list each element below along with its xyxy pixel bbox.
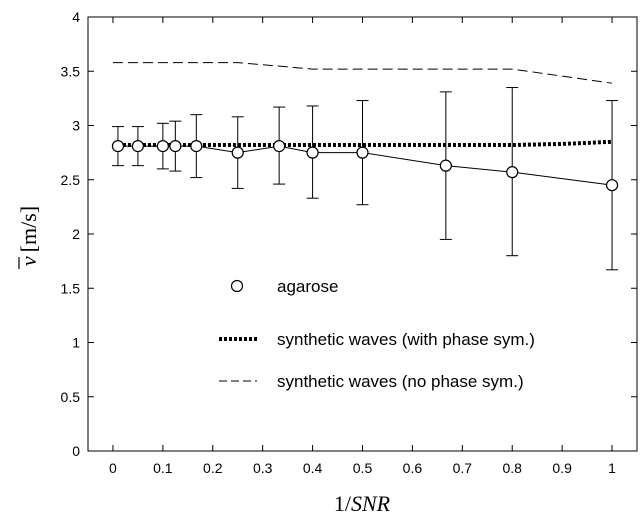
- x-tick-label: 0.7: [453, 460, 473, 476]
- y-tick-label: 2: [72, 226, 80, 242]
- y-tick-label: 1.5: [61, 280, 81, 296]
- legend-label-with-phase-sym: synthetic waves (with phase sym.): [277, 330, 535, 349]
- series-line-no-phase-sym: [112, 62, 613, 84]
- data-point-agarose: [231, 146, 244, 159]
- data-point-agarose: [169, 140, 182, 153]
- data-point-agarose: [273, 140, 286, 153]
- x-tick-label: 0.2: [203, 460, 223, 476]
- series-line-with-phase-sym: [112, 139, 613, 148]
- x-tick-label: 0.4: [303, 460, 323, 476]
- y-tick-label: 2.5: [61, 172, 81, 188]
- data-point-agarose: [356, 146, 369, 159]
- y-tick-label: 4: [72, 9, 80, 25]
- x-axis: 0 0.1 0.2 0.3 0.4 0.5 0.6 0.7 0.8 0.9 1: [109, 17, 616, 476]
- x-axis-title-italic: SNR: [351, 491, 391, 516]
- x-tick-label: 0: [109, 460, 117, 476]
- legend-label-no-phase-sym: synthetic waves (no phase sym.): [277, 372, 524, 391]
- legend-label-agarose: agarose: [277, 277, 338, 296]
- y-axis: 0 0.5 1 1.5 2 2.5 3 3.5 4: [61, 9, 637, 459]
- series-layer: [111, 62, 619, 271]
- legend-marker-agarose: [230, 279, 244, 293]
- x-tick-label: 0.9: [552, 460, 572, 476]
- data-point-agarose: [605, 179, 619, 192]
- data-point-agarose: [190, 140, 203, 153]
- y-tick-label: 3: [72, 118, 80, 134]
- x-tick-label: 1: [608, 460, 616, 476]
- svg-text:v[m/s]: v [m/s]: [16, 206, 41, 266]
- x-tick-label: 0.6: [403, 460, 423, 476]
- data-point-agarose: [306, 146, 319, 159]
- data-point-agarose: [156, 140, 169, 153]
- x-tick-label: 0.3: [253, 460, 273, 476]
- legend: agarose synthetic waves (with phase sym.…: [219, 277, 535, 391]
- y-tick-label: 0.5: [61, 389, 81, 405]
- data-point-agarose: [506, 166, 519, 179]
- y-tick-label: 3.5: [61, 63, 81, 79]
- y-axis-title-unit: [m/s]: [16, 206, 41, 252]
- x-tick-label: 0.5: [353, 460, 373, 476]
- x-tick-label: 0.8: [502, 460, 522, 476]
- data-point-agarose: [131, 140, 145, 153]
- data-point-agarose: [439, 159, 452, 172]
- x-tick-label: 0.1: [153, 460, 173, 476]
- data-point-agarose: [111, 140, 125, 153]
- x-axis-title: 1/SNR: [334, 491, 391, 516]
- y-axis-title-symbol: v: [16, 256, 41, 266]
- x-axis-title-prefix: 1/: [334, 491, 352, 516]
- y-tick-label: 0: [72, 443, 80, 459]
- y-axis-title: v [m/s]: [16, 206, 41, 269]
- y-tick-label: 1: [72, 335, 80, 351]
